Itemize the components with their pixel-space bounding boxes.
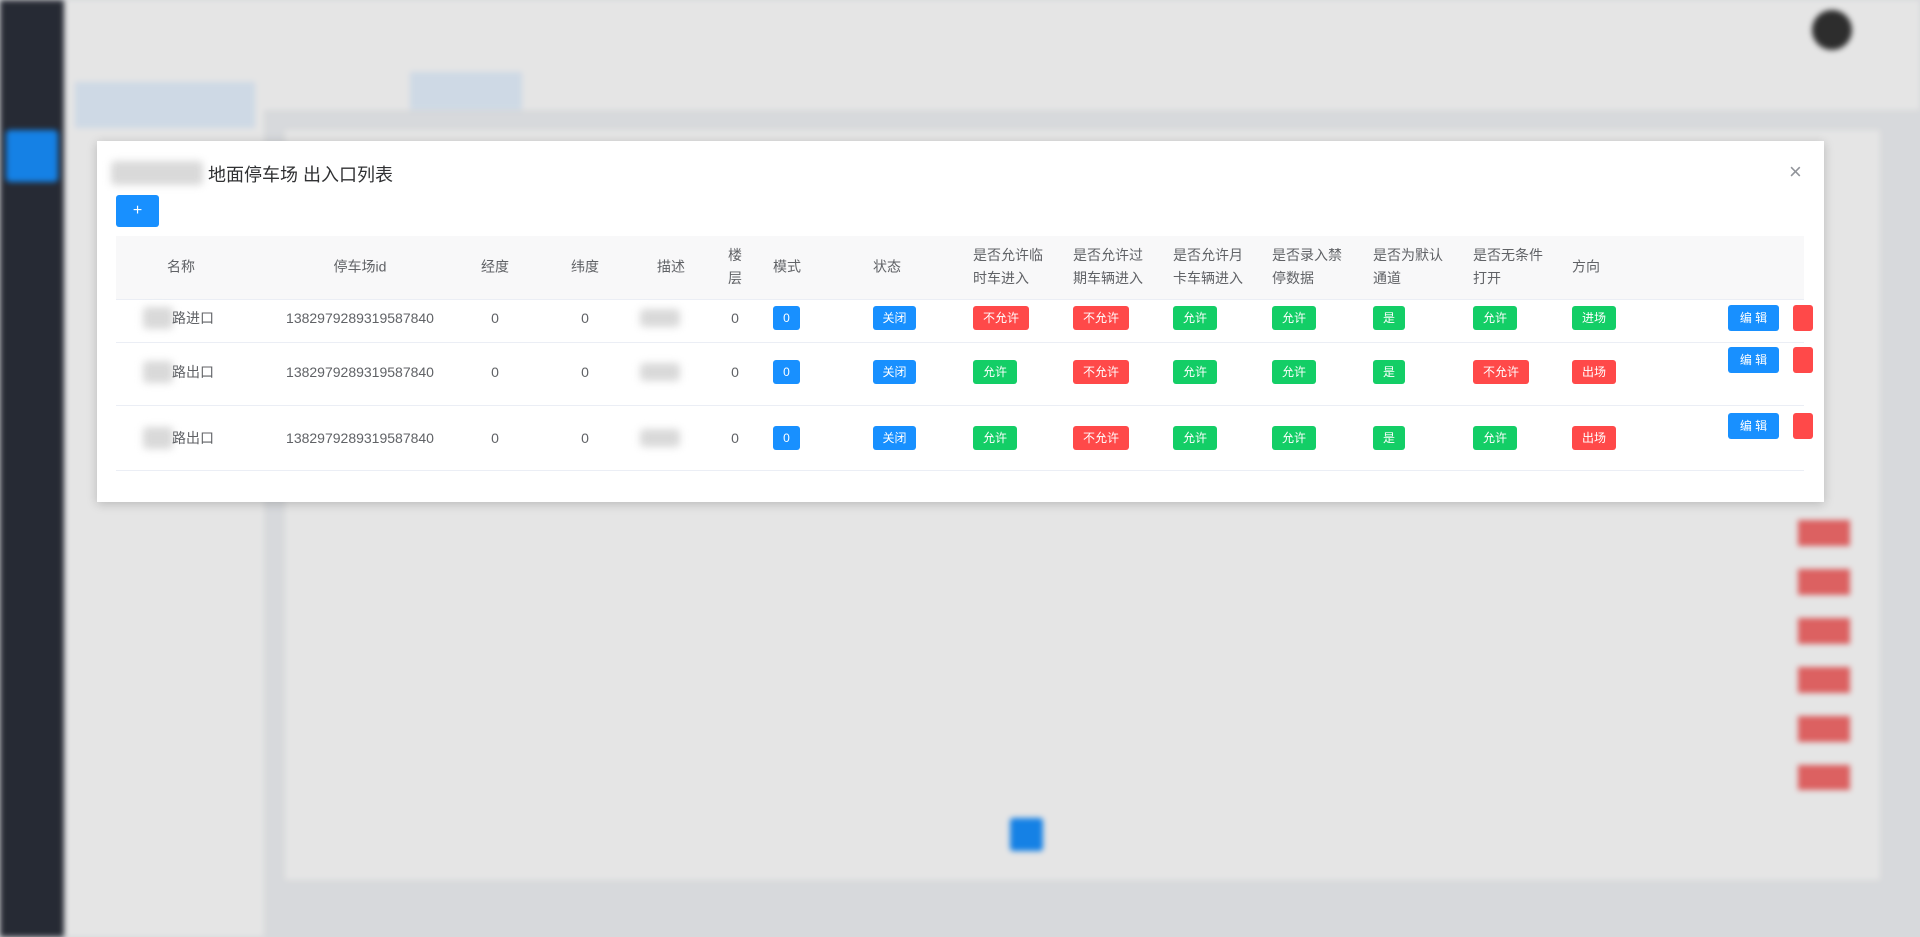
direction-badge: 出场 — [1572, 426, 1616, 450]
temp-badge: 允许 — [973, 426, 1017, 450]
redacted — [143, 427, 173, 449]
floor: 0 — [731, 430, 739, 446]
default-badge: 是 — [1373, 360, 1405, 384]
status-badge: 关闭 — [873, 360, 916, 384]
name: 路进口 — [172, 310, 214, 326]
column-header: 状态 — [873, 258, 901, 275]
status-badge: 关闭 — [873, 426, 916, 450]
edit-button[interactable]: 编 辑 — [1728, 347, 1779, 373]
row-divider — [116, 342, 1804, 343]
floor: 0 — [731, 310, 739, 326]
parking-id: 1382979289319587840 — [286, 430, 434, 446]
redacted — [143, 307, 173, 329]
edit-button[interactable]: 编 辑 — [1728, 413, 1779, 439]
direction-badge: 出场 — [1572, 360, 1616, 384]
modal: 地面停车场 出入口列表 × + 名称 停车场id 经度 纬度 描述 楼层 模式 状态 是否允许临… — [97, 141, 1824, 502]
sidebar-active — [6, 130, 58, 182]
column-header: 是否录入禁停数据 — [1272, 247, 1342, 286]
delete-button[interactable] — [1793, 413, 1813, 439]
column-header: 模式 — [773, 258, 801, 275]
blacklist-badge: 允许 — [1272, 426, 1316, 450]
latitude: 0 — [581, 364, 589, 380]
modal-title: 地面停车场 出入口列表 — [208, 165, 393, 185]
table-header — [116, 236, 1804, 300]
delete-button[interactable] — [1793, 347, 1813, 373]
column-header: 是否无条件打开 — [1473, 247, 1543, 286]
latitude: 0 — [581, 430, 589, 446]
monthly-badge: 允许 — [1173, 306, 1217, 330]
column-header: 停车场id — [333, 258, 387, 275]
name: 路出口 — [172, 430, 214, 446]
column-header: 描述 — [657, 258, 685, 275]
temp-badge: 允许 — [973, 360, 1017, 384]
column-header: 是否为默认通道 — [1373, 247, 1443, 286]
unconditional-badge: 允许 — [1473, 426, 1517, 450]
direction-badge: 进场 — [1572, 306, 1616, 330]
unconditional-badge: 不允许 — [1473, 360, 1529, 384]
redacted — [143, 361, 173, 383]
mode-badge: 0 — [773, 360, 800, 384]
column-header: 是否允许临时车进入 — [973, 247, 1043, 286]
expired-badge: 不允许 — [1073, 360, 1129, 384]
delete-button[interactable] — [1793, 305, 1813, 331]
sub-menu-active — [75, 82, 255, 128]
status-badge: 关闭 — [873, 306, 916, 330]
column-header: 方向 — [1572, 258, 1600, 275]
monthly-badge: 允许 — [1173, 426, 1217, 450]
expired-badge: 不允许 — [1073, 306, 1129, 330]
column-header: 楼层 — [728, 247, 742, 286]
column-header: 名称 — [167, 258, 195, 275]
expired-badge: 不允许 — [1073, 426, 1129, 450]
row-divider — [116, 405, 1804, 406]
parking-id: 1382979289319587840 — [286, 310, 434, 326]
column-header: 是否允许月卡车辆进入 — [1173, 247, 1243, 286]
monthly-badge: 允许 — [1173, 360, 1217, 384]
avatar — [1812, 10, 1852, 50]
mode-badge: 0 — [773, 426, 800, 450]
longitude: 0 — [491, 310, 499, 326]
redacted — [111, 161, 203, 185]
longitude: 0 — [491, 364, 499, 380]
close-button[interactable]: × — [1789, 159, 1802, 184]
default-badge: 是 — [1373, 426, 1405, 450]
floor: 0 — [731, 364, 739, 380]
tab-active — [410, 72, 522, 110]
column-header: 纬度 — [571, 258, 599, 275]
name: 路出口 — [172, 364, 214, 380]
latitude: 0 — [581, 310, 589, 326]
mode-badge: 0 — [773, 306, 800, 330]
header — [264, 0, 1920, 60]
delete-buttons — [1798, 520, 1850, 790]
tabs — [264, 60, 1920, 110]
add-button[interactable]: + — [116, 195, 159, 227]
unconditional-badge: 允许 — [1473, 306, 1517, 330]
parking-id: 1382979289319587840 — [286, 364, 434, 380]
blacklist-badge: 允许 — [1272, 306, 1316, 330]
redacted — [640, 429, 680, 447]
temp-badge: 不允许 — [973, 306, 1029, 330]
longitude: 0 — [491, 430, 499, 446]
column-header: 是否允许过期车辆进入 — [1073, 247, 1143, 286]
blacklist-badge: 允许 — [1272, 360, 1316, 384]
row-divider — [116, 470, 1804, 471]
redacted — [640, 309, 680, 327]
page-active — [1010, 818, 1043, 851]
column-header: 经度 — [481, 258, 509, 275]
edit-button[interactable]: 编 辑 — [1728, 305, 1779, 331]
redacted — [640, 363, 680, 381]
default-badge: 是 — [1373, 306, 1405, 330]
